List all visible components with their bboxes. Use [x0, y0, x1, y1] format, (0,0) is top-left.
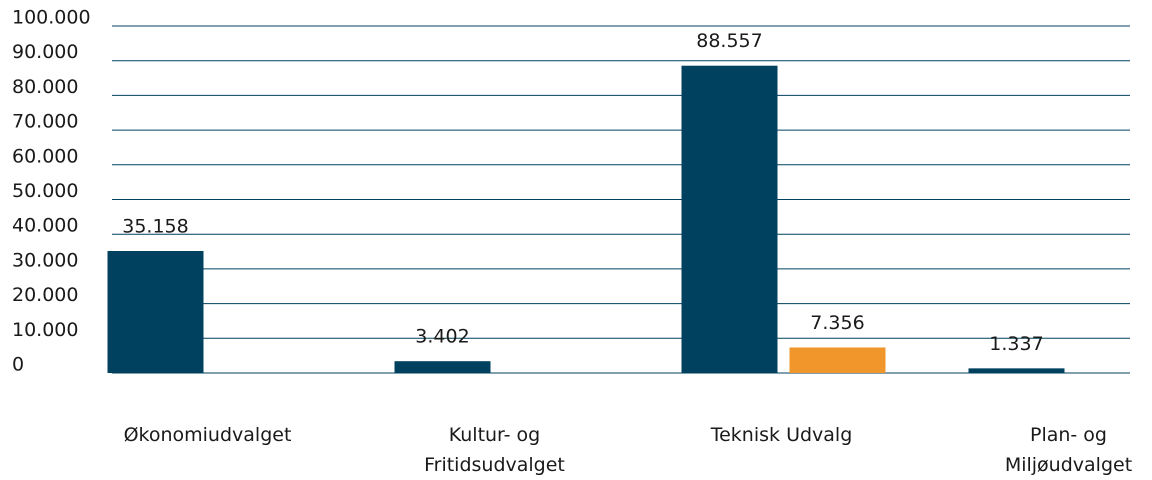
y-tick-label: 30.000 [12, 249, 78, 271]
y-tick-label: 70.000 [12, 111, 78, 133]
y-tick-label: 100.000 [12, 7, 91, 29]
bar [968, 368, 1065, 373]
y-tick-label: 10.000 [12, 319, 78, 341]
y-tick-label: 20.000 [12, 284, 78, 306]
value-label: 35.158 [122, 216, 188, 238]
x-tick-label: Økonomiudvalget [123, 424, 292, 446]
bar [681, 65, 778, 373]
y-tick-label: 0 [12, 354, 24, 376]
value-label: 88.557 [696, 30, 762, 52]
value-label: 1.337 [989, 333, 1043, 355]
y-tick-label: 60.000 [12, 145, 78, 167]
value-label: 7.356 [810, 312, 864, 334]
x-tick-label: Plan- og Miljøudvalget [1004, 424, 1133, 476]
x-tick-label: Teknisk Udvalg [710, 424, 853, 446]
bar [107, 251, 204, 373]
y-tick-label: 80.000 [12, 76, 78, 98]
y-tick-label: 90.000 [12, 41, 78, 63]
bar [394, 361, 491, 373]
value-label: 3.402 [415, 326, 469, 348]
y-tick-label: 40.000 [12, 215, 78, 237]
x-tick-label: Kultur- og Fritidsudvalget [424, 424, 565, 476]
bar [789, 347, 886, 373]
y-tick-label: 50.000 [12, 180, 78, 202]
